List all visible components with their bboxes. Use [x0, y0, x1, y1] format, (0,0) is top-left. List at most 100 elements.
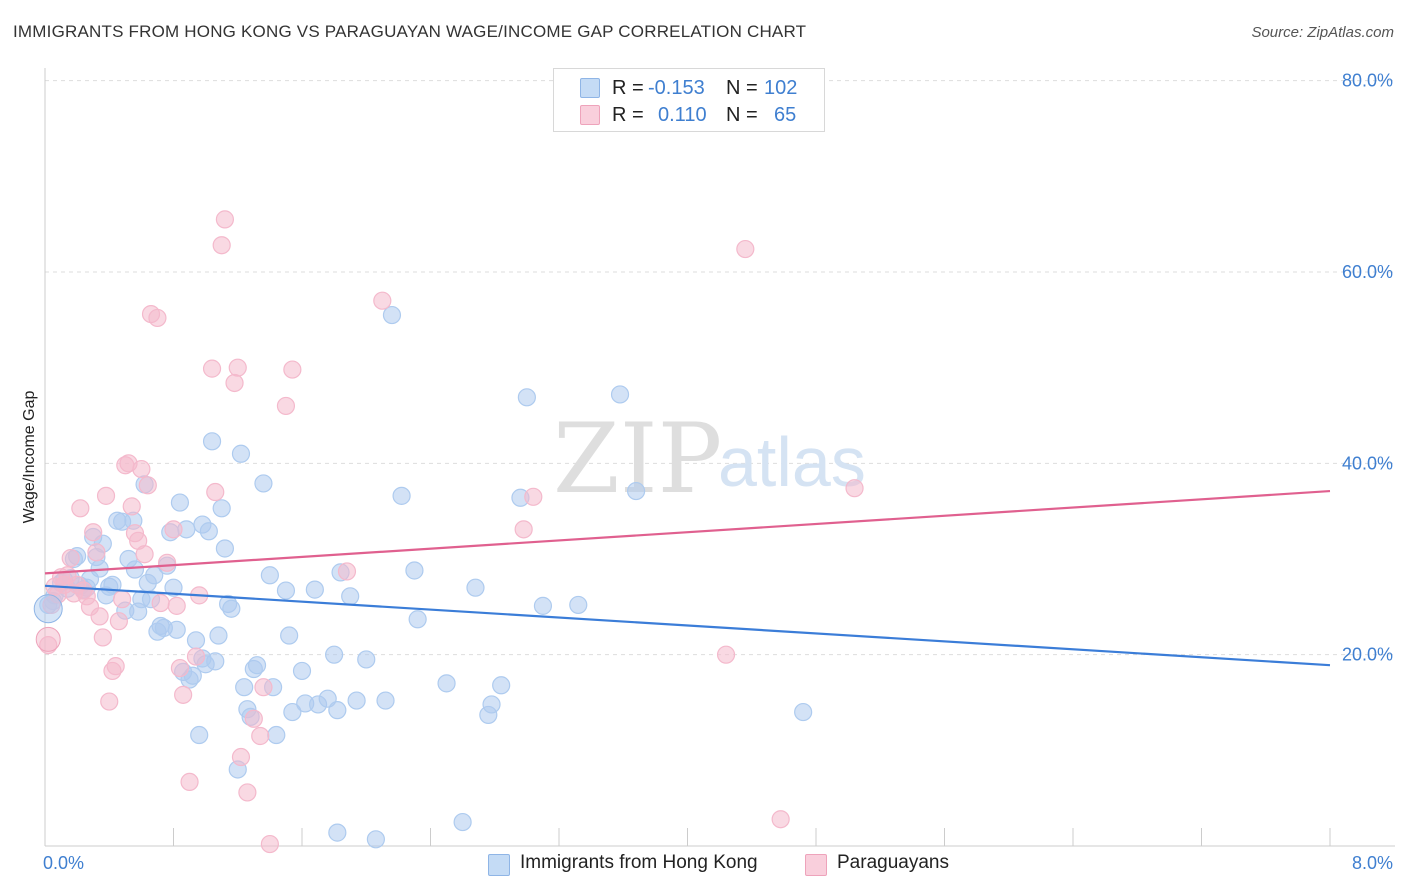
n-label: N =	[726, 77, 758, 99]
data-point	[569, 595, 588, 615]
data-point	[202, 432, 222, 451]
data-point	[305, 580, 324, 599]
data-point	[138, 476, 157, 495]
data-point	[225, 373, 244, 393]
data-point	[122, 497, 141, 516]
data-point	[254, 474, 273, 493]
data-point	[736, 239, 755, 259]
chart-title: IMMIGRANTS FROM HONG KONG VS PARAGUAYAN …	[13, 22, 807, 41]
data-point	[71, 499, 90, 518]
data-point	[283, 360, 302, 379]
data-point	[235, 678, 254, 697]
data-point	[392, 486, 411, 505]
data-point	[209, 626, 228, 645]
data-point	[112, 590, 132, 609]
data-point	[96, 486, 116, 505]
data-point	[260, 834, 279, 854]
data-point	[276, 396, 296, 416]
stats-box: R = -0.153 N = 102 R = 0.110 N = 65	[553, 68, 825, 132]
data-point	[109, 612, 128, 631]
trend-line-hong-kong	[44, 584, 1331, 667]
data-point	[212, 236, 231, 255]
data-point	[466, 578, 485, 597]
y-axis-label: Wage/Income Gap	[21, 391, 38, 524]
data-point	[164, 578, 183, 597]
n-value: 65	[774, 104, 797, 126]
gridlines	[45, 80, 1395, 656]
data-point	[157, 553, 177, 572]
data-point	[251, 726, 270, 746]
data-point	[167, 620, 186, 639]
y-tick-label: 80.0%	[1342, 71, 1393, 91]
data-point	[186, 647, 206, 666]
data-point	[84, 523, 103, 542]
data-point	[174, 685, 193, 704]
data-point	[610, 385, 630, 404]
data-point	[132, 459, 151, 479]
data-point	[35, 626, 61, 652]
data-point	[337, 562, 357, 581]
data-point	[771, 810, 790, 829]
data-point	[215, 210, 234, 229]
data-point	[260, 566, 279, 585]
r-value: 0.110	[658, 104, 707, 126]
data-point	[254, 678, 273, 697]
data-point	[170, 493, 190, 512]
n-label: N =	[726, 104, 758, 126]
data-points	[33, 210, 864, 854]
data-point	[33, 594, 63, 624]
data-point	[238, 783, 257, 802]
data-point	[373, 291, 392, 310]
data-point	[199, 522, 218, 541]
data-point	[533, 596, 553, 615]
data-point	[202, 359, 222, 378]
data-point	[222, 599, 241, 618]
watermark-atlas: atlas	[718, 423, 866, 501]
legend-label: Paraguayans	[837, 852, 949, 873]
data-point	[244, 709, 263, 728]
data-point	[90, 607, 109, 626]
data-point	[716, 645, 736, 664]
data-point	[228, 358, 247, 377]
data-point	[276, 581, 296, 600]
data-point	[517, 388, 536, 407]
data-point	[325, 645, 344, 664]
x-tick-label: 8.0%	[1352, 853, 1393, 873]
data-point	[231, 444, 251, 463]
data-point	[283, 702, 302, 722]
data-point	[135, 545, 154, 564]
r-label: R =	[612, 77, 644, 99]
data-point	[292, 661, 312, 681]
data-point	[93, 628, 112, 647]
data-point	[164, 520, 183, 539]
r-value: -0.153	[648, 77, 705, 99]
stats-swatch-paraguayans	[580, 105, 600, 125]
data-point	[151, 593, 170, 613]
data-point	[148, 308, 167, 328]
legend-swatch-hong-kong	[488, 854, 510, 876]
trend-line-paraguayans	[44, 489, 1331, 575]
data-point	[180, 772, 199, 792]
data-point	[514, 520, 533, 539]
data-point	[524, 487, 543, 506]
stats-swatch-hong-kong	[580, 78, 600, 98]
data-point	[382, 305, 402, 325]
y-tick-label: 20.0%	[1342, 645, 1393, 665]
data-point	[357, 650, 376, 669]
data-point	[376, 691, 395, 710]
data-point	[125, 560, 145, 579]
data-point	[167, 596, 186, 615]
data-point	[347, 691, 366, 710]
y-tick-label: 60.0%	[1342, 262, 1393, 282]
x-tick-label: 0.0%	[43, 853, 84, 873]
n-value: 102	[764, 77, 798, 99]
stats-row-hong-kong: R = -0.153 N = 102	[554, 75, 824, 103]
data-point	[492, 676, 511, 695]
data-point	[106, 657, 125, 676]
data-point	[280, 626, 299, 645]
r-label: R =	[612, 104, 644, 126]
data-point	[453, 812, 472, 832]
data-point	[482, 695, 501, 714]
data-point	[186, 631, 206, 650]
